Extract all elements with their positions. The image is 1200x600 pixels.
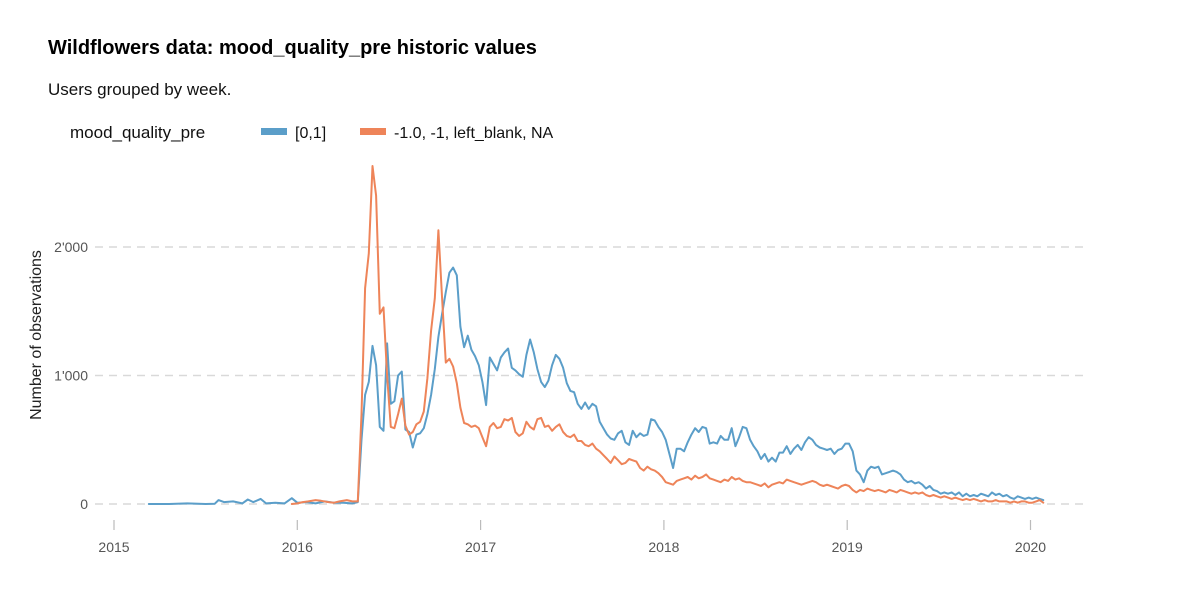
legend: mood_quality_pre [0,1] -1.0, -1, left_bl… [70,123,554,142]
legend-swatch-0 [261,128,287,135]
series-line-0 [147,266,1045,505]
y-axis-label: Number of observations [28,250,45,420]
gridlines [95,246,1085,505]
chart-title: Wildflowers data: mood_quality_pre histo… [48,37,537,59]
x-axis-ticks: 2015 2016 2017 2018 2019 2020 [98,520,1046,555]
series-lines [147,165,1045,505]
legend-label-0: [0,1] [295,125,326,142]
y-tick-label: 0 [80,496,88,512]
legend-swatch-1 [360,128,386,135]
y-axis-ticks: 0 1'000 2'000 [54,239,88,512]
legend-title: mood_quality_pre [70,123,205,142]
y-tick-label: 1'000 [54,368,88,384]
y-tick-label: 2'000 [54,239,88,255]
x-tick-label: 2020 [1015,539,1046,555]
chart-subtitle: Users grouped by week. [48,80,231,99]
x-tick-label: 2016 [282,539,313,555]
series-line-1 [290,165,1045,505]
x-tick-label: 2018 [648,539,679,555]
legend-label-1: -1.0, -1, left_blank, NA [394,125,554,142]
x-tick-label: 2017 [465,539,496,555]
x-tick-label: 2015 [98,539,129,555]
x-tick-label: 2019 [832,539,863,555]
